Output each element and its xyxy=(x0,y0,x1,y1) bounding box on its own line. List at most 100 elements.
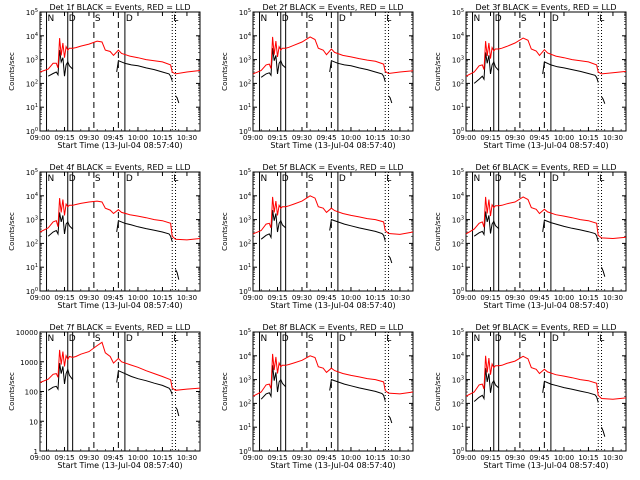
y-tick-label: 100 xyxy=(452,287,464,296)
y-axis-label: Counts/sec xyxy=(8,372,16,411)
marker-label: S xyxy=(308,14,314,24)
x-axis-label: Start Time (13-Jul-04 08:57:40) xyxy=(270,141,395,150)
marker-label: S xyxy=(95,14,101,24)
y-tick-label: 100 xyxy=(452,447,464,456)
y-tick-label-exp: 4 xyxy=(35,32,38,38)
y-tick-label: 105 xyxy=(26,168,38,177)
x-tick-label: 10:15 xyxy=(578,134,598,142)
x-tick-label: 09:30 xyxy=(79,134,99,142)
x-tick-label: 10:30 xyxy=(177,294,197,302)
y-tick-label: 101 xyxy=(452,263,464,272)
x-tick-label: 09:45 xyxy=(529,294,549,302)
x-tick-label: 09:45 xyxy=(316,294,336,302)
y-axis-label: Counts/sec xyxy=(8,52,16,91)
panel-title: Det 5f BLACK = Events, RED = LLD xyxy=(262,163,403,172)
y-tick-label: 103 xyxy=(239,216,251,225)
y-tick-label-base: 10 xyxy=(239,57,248,65)
series-lld xyxy=(465,196,627,240)
marker-label: N xyxy=(474,174,481,184)
y-tick-label-base: 10 xyxy=(452,9,461,17)
marker-label: D xyxy=(552,14,559,24)
y-tick-label-exp: 5 xyxy=(248,328,251,334)
x-tick-label: 10:15 xyxy=(152,454,172,462)
y-tick-label-base: 10 xyxy=(452,80,461,88)
y-tick-label: 102 xyxy=(26,79,38,88)
plot-frame xyxy=(465,171,627,292)
x-tick-label: 09:30 xyxy=(292,454,312,462)
marker-label: S xyxy=(308,174,314,184)
x-tick-label: 09:45 xyxy=(316,454,336,462)
x-tick-label: 10:00 xyxy=(128,134,148,142)
series-events xyxy=(260,210,287,240)
x-tick-label: 09:15 xyxy=(480,294,500,302)
x-tick-label: 09:30 xyxy=(79,454,99,462)
y-tick-label-exp: 1 xyxy=(461,423,464,429)
x-tick-label: 10:00 xyxy=(128,294,148,302)
y-tick-label: 101 xyxy=(452,423,464,432)
y-tick-label-exp: 5 xyxy=(35,168,38,174)
plot-frame xyxy=(252,11,414,132)
y-axis-label: Counts/sec xyxy=(221,52,229,91)
y-tick-label-base: 10 xyxy=(239,104,248,112)
x-tick-label: 09:30 xyxy=(505,294,525,302)
y-tick-label-base: 10 xyxy=(452,424,461,432)
y-tick-label-exp: 5 xyxy=(461,8,464,14)
y-tick-label-base: 10 xyxy=(239,193,248,201)
series-events xyxy=(329,60,386,82)
x-tick-label: 09:15 xyxy=(267,294,287,302)
y-tick-label: 103 xyxy=(26,216,38,225)
y-tick-label-exp: 1 xyxy=(461,263,464,269)
x-tick-label: 10:30 xyxy=(390,294,410,302)
x-tick-label: 09:00 xyxy=(456,134,476,142)
y-tick-label-exp: 2 xyxy=(35,239,38,245)
y-tick-label-exp: 1 xyxy=(35,103,38,109)
y-tick-label: 104 xyxy=(26,192,38,201)
series-events xyxy=(260,48,287,78)
series-events xyxy=(116,220,173,242)
y-tick-label-base: 10 xyxy=(452,104,461,112)
marker-label: N xyxy=(261,14,268,24)
x-tick-label: 10:15 xyxy=(152,294,172,302)
x-tick-label: 10:00 xyxy=(341,134,361,142)
x-tick-label: 09:45 xyxy=(529,454,549,462)
y-tick-label-base: 10 xyxy=(452,400,461,408)
y-tick-label-exp: 0 xyxy=(461,127,464,133)
marker-label: D xyxy=(339,14,346,24)
x-tick-label: 09:15 xyxy=(267,454,287,462)
x-axis-label: Start Time (13-Jul-04 08:57:40) xyxy=(270,301,395,310)
y-tick-label-exp: 5 xyxy=(248,168,251,174)
y-tick-label-base: 10 xyxy=(452,169,461,177)
y-tick-label: 103 xyxy=(239,56,251,65)
x-tick-label: 09:45 xyxy=(316,134,336,142)
x-tick-label: 09:15 xyxy=(267,134,287,142)
series-events xyxy=(329,218,386,241)
series-events xyxy=(601,267,606,277)
y-tick-label-base: 10 xyxy=(26,33,35,41)
y-tick-label-base: 10 xyxy=(239,424,248,432)
y-tick-label-base: 10 xyxy=(239,288,248,296)
y-tick-label: 103 xyxy=(26,56,38,65)
y-tick-label-base: 10 xyxy=(239,33,248,41)
panel-title: Det 8f BLACK = Events, RED = LLD xyxy=(262,323,403,332)
series-lld xyxy=(39,198,201,241)
x-tick-label: 09:15 xyxy=(54,134,74,142)
x-tick-label: 10:00 xyxy=(554,134,574,142)
y-tick-label-base: 10 xyxy=(452,448,461,456)
marker-label: S xyxy=(521,334,527,344)
series-events xyxy=(116,369,173,395)
y-tick-label-exp: 0 xyxy=(35,127,38,133)
x-tick-label: 10:00 xyxy=(341,454,361,462)
marker-label: N xyxy=(261,174,268,184)
series-lld xyxy=(252,195,414,235)
series-events xyxy=(47,212,74,237)
y-tick-label: 102 xyxy=(452,239,464,248)
y-tick-label-base: 10 xyxy=(239,80,248,88)
y-tick-label-exp: 2 xyxy=(248,399,251,405)
y-tick-label-exp: 0 xyxy=(248,127,251,133)
y-tick-label-exp: 5 xyxy=(35,8,38,14)
x-tick-label: 10:15 xyxy=(152,134,172,142)
